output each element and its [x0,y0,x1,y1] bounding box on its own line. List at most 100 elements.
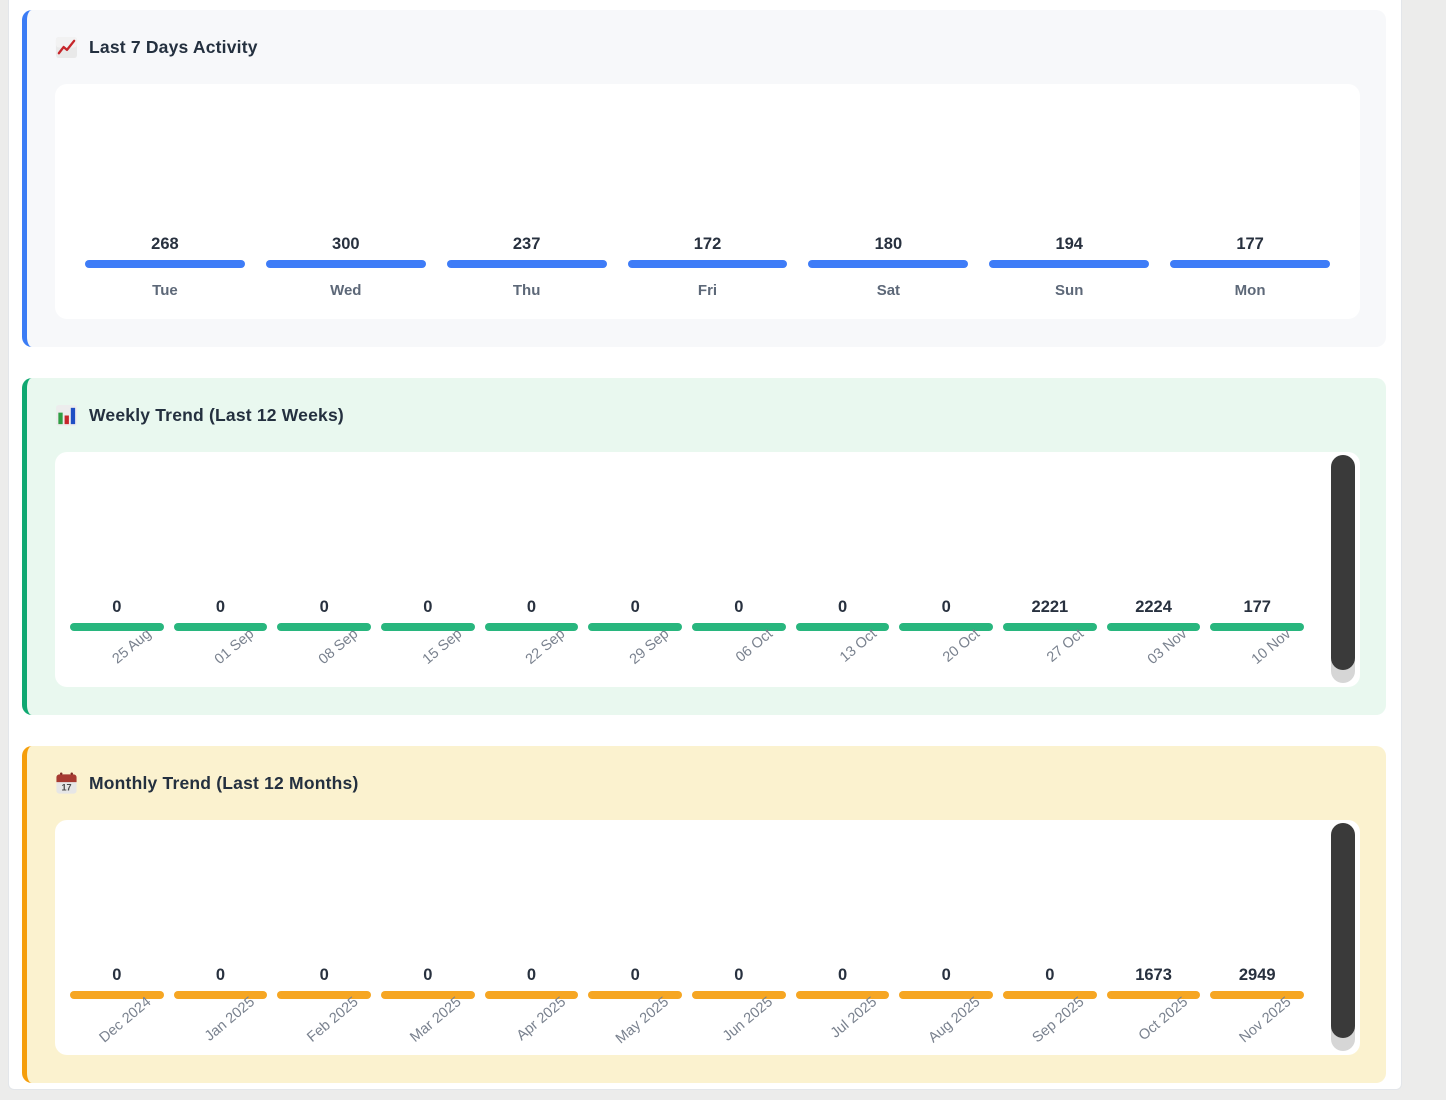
bars-row: 0 25 Aug 0 01 Sep 0 08 Sep 0 15 Sep 0 22 Sep 0 29 S… [70,598,1305,683]
bar [381,623,475,631]
bar [1003,623,1097,631]
bar [989,260,1150,268]
bar-value-label: 237 [512,235,541,253]
bar [277,623,372,631]
bar-category-label: Mar 2025 [407,994,465,1046]
bar-category-cell: Mon [1234,282,1266,299]
bars-row: 0 Dec 2024 0 Jan 2025 0 Feb 2025 0 Mar 2025 0 Apr… [70,966,1305,1051]
bar [70,623,164,631]
bar-value-label: 0 [215,966,226,984]
bar [588,623,683,631]
chart-increasing-icon [55,36,78,58]
card-header: 17 Monthly Trend (Last 12 Months) [55,770,1360,796]
bar-group: 0 Jun 2025 [692,966,786,1051]
bar-category-label: 08 Sep [315,626,362,668]
bar-category-label: Oct 2025 [1135,994,1191,1045]
chart-vertical-scrollbar[interactable] [1331,823,1355,1051]
card-monthly-trend: 17 Monthly Trend (Last 12 Months) 0 Dec 2… [22,746,1386,1083]
bar-category-cell: 10 Nov [1210,626,1304,683]
bar-group: 2949 Nov 2025 [1210,966,1305,1051]
bar-value-label: 0 [734,598,744,616]
bar-group: 237 Thu [446,235,607,299]
bar-category-label: 27 Oct [1043,626,1088,666]
bar-value-label: 1673 [1135,966,1172,984]
bar [692,623,786,631]
bar-group: 194 Sun [989,235,1150,299]
bar-group: 0 13 Oct [795,598,890,683]
bar-value-label: 0 [423,598,433,616]
bar-category-cell: Aug 2025 [899,994,993,1051]
bar [85,260,245,268]
bar-category-label: May 2025 [613,994,673,1048]
svg-text:17: 17 [61,782,71,792]
bar-category-cell: Feb 2025 [277,994,371,1051]
bar-category-cell: Thu [512,282,541,299]
chart-vertical-scrollbar[interactable] [1331,455,1355,683]
bar-category-cell: 22 Sep [485,626,579,683]
bar-group: 1673 Oct 2025 [1106,966,1201,1051]
bar-group: 0 08 Sep [277,598,372,683]
dashboard-panel: Last 7 Days Activity 268 Tue 300 Wed 237 Thu 1… [8,0,1402,1090]
bar [484,623,579,631]
scrollbar-thumb[interactable] [1331,823,1355,1038]
bar-group: 0 Jul 2025 [795,966,890,1051]
bar-category-cell: 06 Oct [692,626,786,683]
bar-category-cell: 25 Aug [70,626,164,683]
bar-group: 0 20 Oct [899,598,994,683]
bar [795,623,890,631]
bar-value-label: 0 [1045,966,1055,984]
bar-value-label: 177 [1236,235,1264,253]
bar-category-cell: Nov 2025 [1210,994,1304,1051]
bar-group: 0 May 2025 [588,966,683,1051]
bar-value-label: 0 [112,598,122,616]
bar-category-cell: Wed [330,282,362,299]
bar-category-cell: 20 Oct [899,626,993,683]
chart-canvas: 268 Tue 300 Wed 237 Thu 172 Fri 180 Sat 194 Sun 177 M… [55,84,1360,319]
bar-group: 0 25 Aug [70,598,164,683]
bar [1210,623,1305,631]
bar-value-label: 0 [941,966,951,984]
scrollbar-thumb[interactable] [1331,455,1355,670]
bar-category-cell: Jan 2025 [174,994,268,1051]
bar-category-label: 03 Nov [1145,626,1191,668]
bar-value-label: 268 [151,235,179,253]
bar-group: 0 Jan 2025 [173,966,268,1051]
bar-group: 0 Sep 2025 [1003,966,1097,1051]
bar-group: 0 01 Sep [173,598,268,683]
bar-category-cell: Sun [1055,282,1084,299]
bar-category-cell: Oct 2025 [1107,994,1201,1051]
bar-category-cell: Sat [876,282,901,299]
bar [484,991,579,999]
bar-category-cell: May 2025 [588,994,682,1051]
bar-group: 268 Tue [85,235,245,299]
bar-value-label: 2949 [1238,966,1276,984]
bar [1003,991,1097,999]
calendar-icon: 17 [56,771,77,794]
bar [1210,991,1305,999]
bar-value-label: 0 [837,966,848,984]
bar-category-label: Apr 2025 [513,994,569,1045]
bar-value-label: 0 [319,966,329,984]
card-header: Weekly Trend (Last 12 Weeks) [55,402,1360,428]
bar [1170,260,1331,268]
bar-value-label: 2224 [1135,598,1172,616]
bar-value-label: 0 [526,966,537,984]
bar-category-cell: 27 Oct [1003,626,1097,683]
bar [588,991,683,999]
bar-category-label: Jun 2025 [719,994,776,1045]
bar [173,991,268,999]
bar-category-label: 29 Sep [626,626,673,668]
bar-category-cell: Mar 2025 [381,994,475,1051]
bar-category-cell: 03 Nov [1107,626,1201,683]
bar-group: 0 Feb 2025 [277,966,372,1051]
bar [899,623,994,631]
bar-value-label: 0 [837,598,848,616]
bar [795,991,890,999]
chart-canvas: 0 25 Aug 0 01 Sep 0 08 Sep 0 15 Sep 0 22 Sep 0 29 S… [55,452,1360,687]
bar-value-label: 0 [941,598,951,616]
bar [70,991,164,999]
bar-category-cell: Jul 2025 [796,994,890,1051]
bar [277,991,372,999]
bar-value-label: 0 [215,598,226,616]
bar-category-label: Jan 2025 [201,994,258,1045]
